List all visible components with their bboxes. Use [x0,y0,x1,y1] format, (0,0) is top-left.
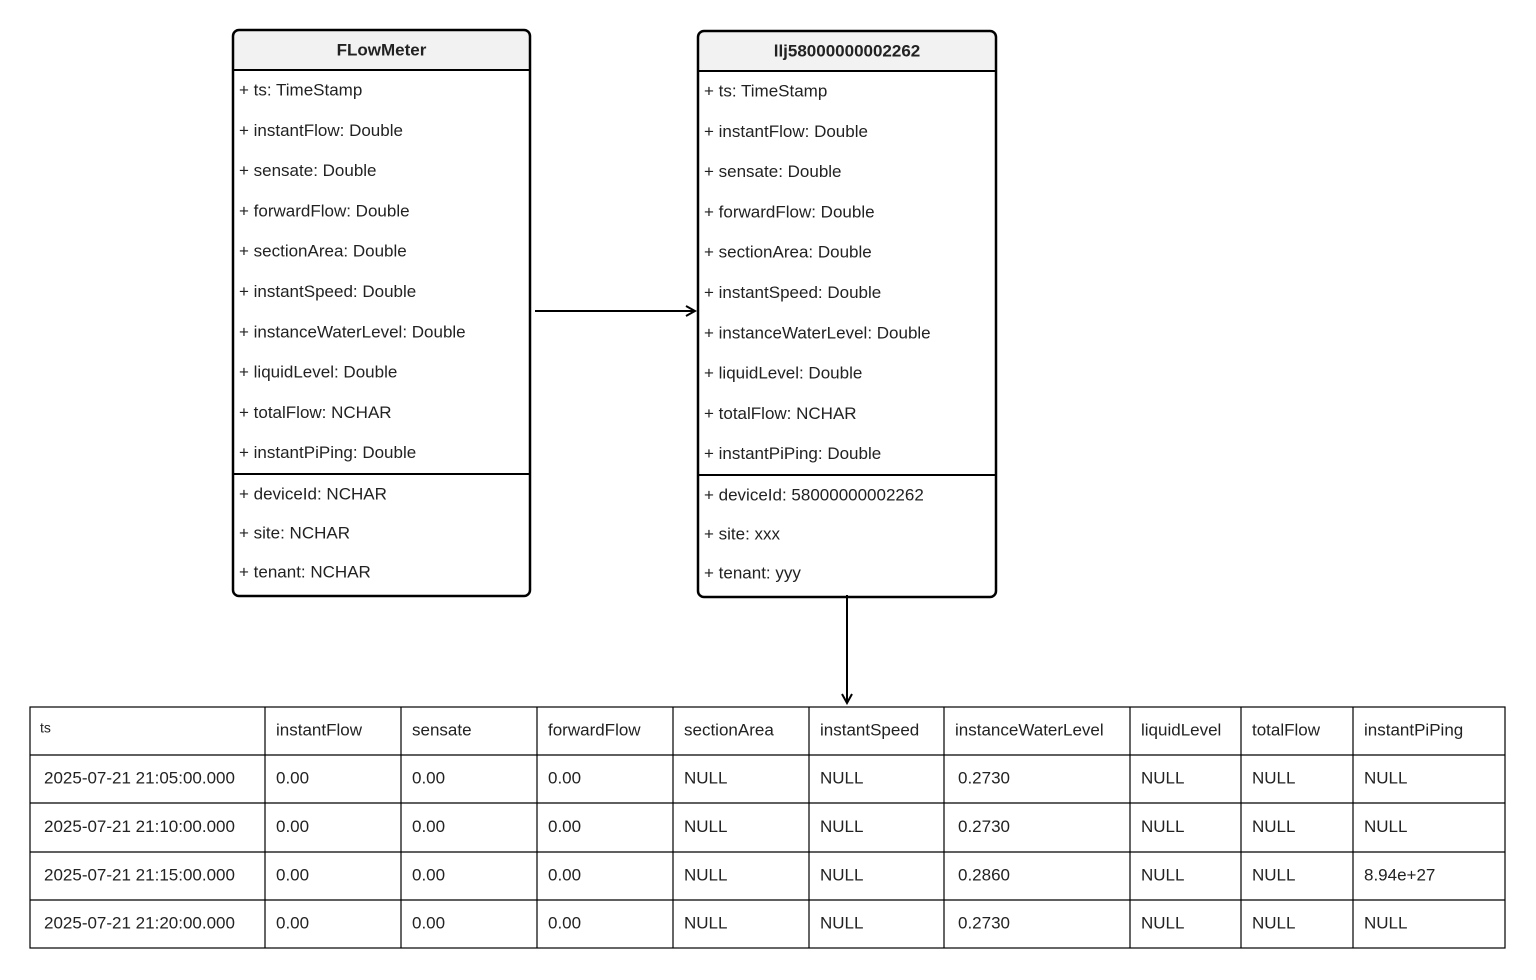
field: + totalFlow: NCHAR [704,404,857,423]
cell: NULL [820,913,863,932]
tag: + site: NCHAR [239,523,350,542]
cell: NULL [1364,913,1407,932]
tag: + site: xxx [704,524,781,543]
cell: 0.00 [276,768,309,787]
cell: NULL [684,913,727,932]
field: + instanceWaterLevel: Double [239,322,466,341]
cell: NULL [1252,913,1295,932]
cell: 2025-07-21 21:10:00.000 [44,817,235,836]
header-cell: instantFlow [276,720,363,739]
cell: 0.00 [276,913,309,932]
field: + instanceWaterLevel: Double [704,323,931,342]
cell: 0.00 [412,768,445,787]
field: + ts: TimeStamp [239,80,362,99]
header-cell: instanceWaterLevel [955,720,1104,739]
cell: 0.00 [276,865,309,884]
cell: NULL [684,865,727,884]
cell: NULL [684,768,727,787]
field: + forwardFlow: Double [239,201,410,220]
cell: 0.2730 [958,913,1010,932]
cell: 2025-07-21 21:15:00.000 [44,865,235,884]
header-cell: instantSpeed [820,720,919,739]
cell: 0.00 [548,865,581,884]
cell: 0.00 [412,913,445,932]
field: + forwardFlow: Double [704,202,875,221]
field: + sectionArea: Double [239,242,407,261]
class-title: llj58000000002262 [774,41,921,60]
header-cell: sensate [412,720,472,739]
cell: 0.2730 [958,817,1010,836]
cell: 0.00 [276,817,309,836]
field: + ts: TimeStamp [704,81,827,100]
class-box [231,28,532,598]
cell: 0.00 [548,913,581,932]
cell: 0.2730 [958,768,1010,787]
cell: NULL [820,817,863,836]
tag: + tenant: NCHAR [239,562,371,581]
cell: NULL [820,865,863,884]
cell: NULL [1252,865,1295,884]
cell: NULL [820,768,863,787]
header-cell: ts [40,720,51,736]
cell: NULL [684,817,727,836]
header-cell: forwardFlow [548,720,641,739]
field: + liquidLevel: Double [239,363,397,382]
cell: 0.00 [548,768,581,787]
field: + instantSpeed: Double [704,283,881,302]
table-border [29,706,1506,949]
header-cell: instantPiPing [1364,720,1463,739]
tag: + deviceId: NCHAR [239,484,387,503]
cell: 0.00 [548,817,581,836]
header-cell: liquidLevel [1141,720,1221,739]
cell: NULL [1141,865,1184,884]
cell: NULL [1364,817,1407,836]
header-cell: sectionArea [684,720,774,739]
class-header-bg [698,31,996,71]
field: + instantPiPing: Double [239,443,416,462]
cell: NULL [1252,768,1295,787]
class-box [696,29,998,599]
cell: 2025-07-21 21:20:00.000 [44,913,235,932]
field: + instantSpeed: Double [239,282,416,301]
field: + instantFlow: Double [704,122,868,141]
class-header-bg [233,30,530,70]
tag: + deviceId: 58000000002262 [704,485,924,504]
field: + instantPiPing: Double [704,444,881,463]
cell: 0.00 [412,865,445,884]
field: + totalFlow: NCHAR [239,403,392,422]
cell: NULL [1364,768,1407,787]
cell: 8.94e+27 [1364,865,1435,884]
cell: 2025-07-21 21:05:00.000 [44,768,235,787]
cell: NULL [1141,913,1184,932]
cell: NULL [1141,768,1184,787]
field: + sensate: Double [704,162,842,181]
cell: NULL [1141,817,1184,836]
field: + liquidLevel: Double [704,364,862,383]
cell: 0.00 [412,817,445,836]
tag: + tenant: yyy [704,563,801,582]
field: + sectionArea: Double [704,243,872,262]
header-cell: totalFlow [1252,720,1321,739]
class-title: FLowMeter [337,40,427,59]
field: + sensate: Double [239,161,377,180]
cell: NULL [1252,817,1295,836]
cell: 0.2860 [958,865,1010,884]
field: + instantFlow: Double [239,121,403,140]
